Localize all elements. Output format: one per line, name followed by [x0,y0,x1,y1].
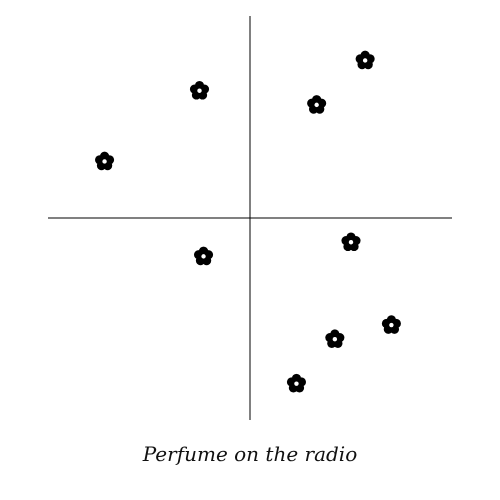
data-point-flower-icon [325,329,345,349]
data-point-flower-icon [355,50,375,70]
data-point-flower-icon [286,373,307,393]
data-point-flower-icon [381,315,401,334]
chart-caption: Perfume on the radio [142,442,358,466]
data-point-flower-icon [95,151,115,171]
data-point-flower-icon [193,246,214,266]
data-point-flower-icon [341,232,361,252]
data-points [95,50,401,393]
data-point-flower-icon [307,95,327,114]
data-point-flower-icon [189,80,210,100]
